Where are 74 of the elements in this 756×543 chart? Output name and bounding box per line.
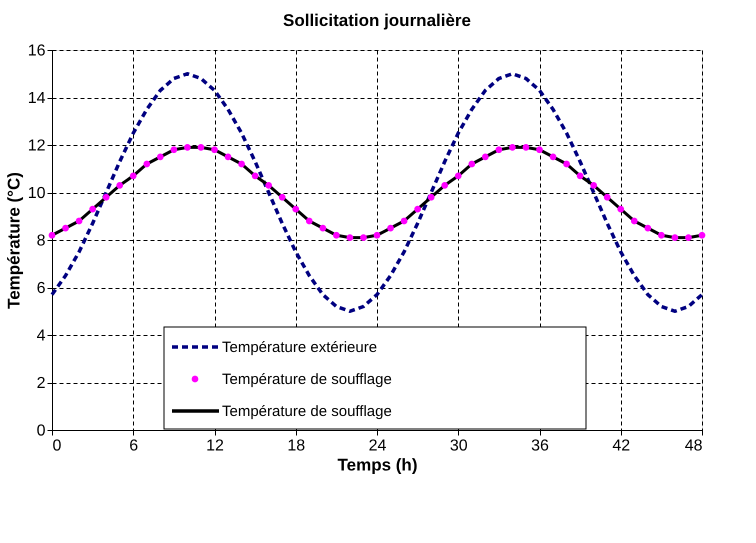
legend-label: Température extérieure xyxy=(222,339,378,356)
x-tick-label: 36 xyxy=(531,438,549,454)
y-tick-label: 0 xyxy=(36,422,46,440)
line-series xyxy=(50,72,704,313)
x-tick-label: 12 xyxy=(206,438,224,454)
chart-title: Sollicitation journalière xyxy=(283,11,471,30)
point xyxy=(550,154,556,160)
x-axis-title: Temps (h) xyxy=(338,456,418,474)
y-axis-title: Température (°C) xyxy=(4,172,24,309)
y-tick-label: 16 xyxy=(28,42,46,60)
point xyxy=(211,146,218,154)
point xyxy=(224,154,232,160)
point xyxy=(184,144,191,151)
point xyxy=(630,218,638,224)
y-tick-label: 14 xyxy=(28,90,46,107)
point xyxy=(156,154,164,160)
point xyxy=(482,154,489,160)
point xyxy=(604,194,611,201)
point xyxy=(496,146,502,154)
point xyxy=(441,182,448,189)
point xyxy=(143,160,150,168)
point xyxy=(387,224,394,232)
point xyxy=(102,194,110,201)
point xyxy=(400,218,408,224)
point xyxy=(170,146,178,154)
point xyxy=(563,160,570,168)
x-tick-label: 18 xyxy=(287,438,306,454)
point xyxy=(252,172,258,180)
point xyxy=(644,224,652,232)
point xyxy=(278,194,286,201)
point xyxy=(590,182,598,189)
x-tick-label: 0 xyxy=(52,438,62,454)
point xyxy=(238,160,245,168)
point xyxy=(292,206,300,212)
legend-label: Température de soufflage xyxy=(222,403,392,420)
point xyxy=(306,218,313,224)
y-tick-label: 2 xyxy=(36,375,46,392)
point xyxy=(346,234,354,241)
point xyxy=(198,144,204,151)
point xyxy=(536,146,543,154)
point xyxy=(428,194,435,201)
point xyxy=(76,218,82,224)
point xyxy=(672,234,678,241)
point xyxy=(319,224,326,232)
point xyxy=(360,234,367,241)
y-tick-label: 12 xyxy=(28,138,46,154)
y-tick-label: 10 xyxy=(28,185,46,202)
point xyxy=(454,172,462,180)
y-tick-label: 6 xyxy=(36,280,46,297)
legend-label: Température de soufflage xyxy=(222,371,392,388)
point xyxy=(130,172,137,180)
x-tick-label: 42 xyxy=(612,438,630,454)
x-tick-label: 24 xyxy=(368,438,386,454)
y-tick-label: 4 xyxy=(36,328,46,344)
point xyxy=(116,182,124,189)
point xyxy=(374,232,380,239)
point xyxy=(522,144,530,151)
point xyxy=(509,144,516,151)
y-tick-label: 8 xyxy=(36,232,46,250)
point xyxy=(333,232,340,239)
x-tick-label: 6 xyxy=(129,438,138,454)
point xyxy=(685,234,692,241)
point xyxy=(576,172,584,180)
point xyxy=(468,160,476,168)
point xyxy=(698,232,706,239)
point xyxy=(658,232,665,239)
point xyxy=(265,182,272,189)
point xyxy=(617,206,624,212)
point xyxy=(62,224,69,232)
point xyxy=(89,206,96,212)
point xyxy=(414,206,421,212)
x-tick-label: 30 xyxy=(450,438,468,454)
x-tick-label: 48 xyxy=(684,438,703,454)
point xyxy=(48,232,56,239)
